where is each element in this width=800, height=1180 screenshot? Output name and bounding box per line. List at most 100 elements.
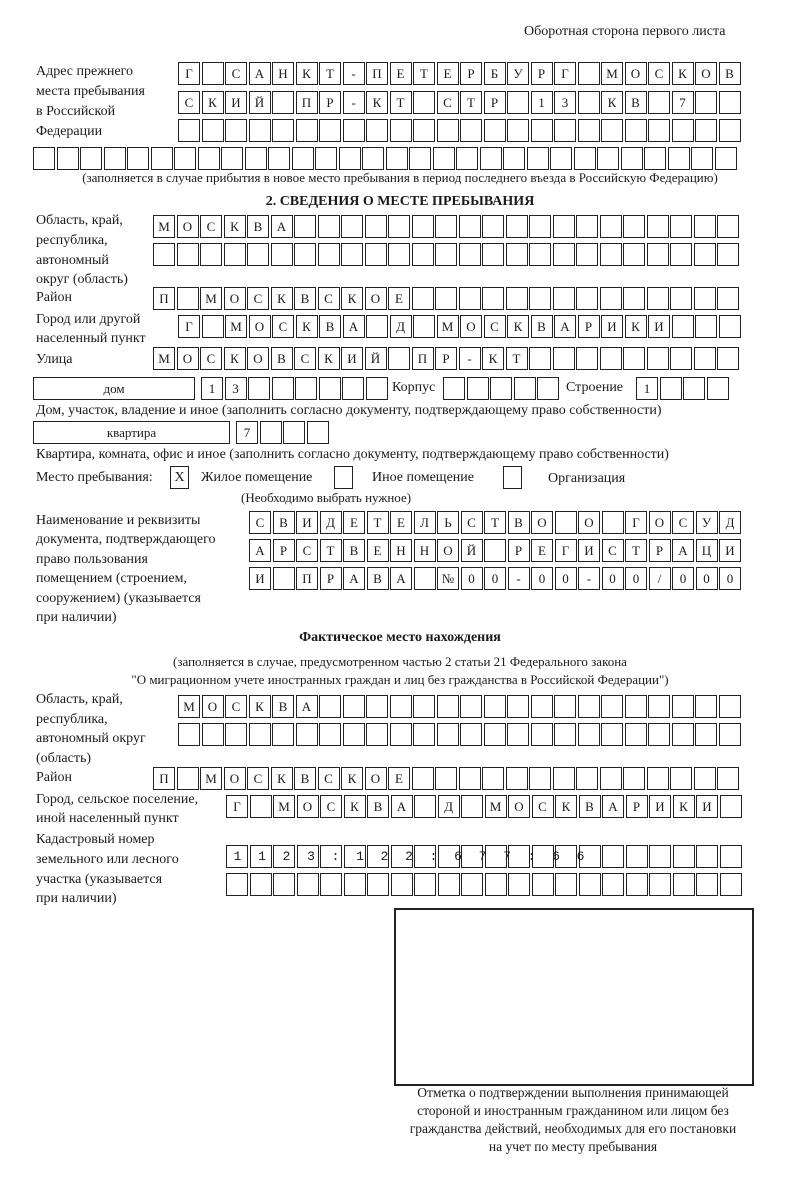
char-cell[interactable] <box>578 845 601 868</box>
char-cell[interactable]: 0 <box>460 567 483 590</box>
char-cell[interactable] <box>508 873 530 896</box>
char-cell[interactable] <box>623 215 645 238</box>
char-cell[interactable]: О <box>648 511 671 534</box>
char-cell[interactable] <box>672 845 695 868</box>
char-cell[interactable] <box>443 377 465 400</box>
char-cell[interactable]: Ц <box>695 539 718 562</box>
char-cell[interactable]: В <box>294 767 316 790</box>
char-cell[interactable] <box>201 315 224 338</box>
char-cell[interactable]: Н <box>272 62 294 85</box>
char-cell[interactable]: О <box>247 347 269 370</box>
char-cell[interactable] <box>366 119 388 142</box>
char-cell[interactable]: С <box>249 511 271 534</box>
char-cell[interactable] <box>273 845 295 868</box>
char-cell[interactable] <box>578 873 601 896</box>
char-cell[interactable] <box>706 377 729 400</box>
char-cell[interactable] <box>505 287 528 310</box>
char-cell[interactable]: Д <box>437 795 460 818</box>
char-cell[interactable] <box>268 147 290 170</box>
char-cell[interactable] <box>601 695 623 718</box>
char-cell[interactable]: 7 <box>236 421 258 444</box>
char-cell[interactable]: А <box>554 315 576 338</box>
char-cell[interactable] <box>435 287 457 310</box>
char-cell[interactable] <box>437 845 460 868</box>
char-cell[interactable] <box>435 215 457 238</box>
char-cell[interactable] <box>599 287 622 310</box>
char-cell[interactable]: О <box>223 767 246 790</box>
char-cell[interactable] <box>537 377 559 400</box>
char-cell[interactable]: О <box>248 315 271 338</box>
char-cell[interactable] <box>296 873 319 896</box>
char-cell[interactable] <box>413 567 436 590</box>
char-cell[interactable] <box>623 243 645 266</box>
char-cell[interactable] <box>550 147 572 170</box>
char-cell[interactable]: Т <box>625 539 647 562</box>
char-cell[interactable]: А <box>602 795 624 818</box>
char-cell[interactable]: П <box>153 287 175 310</box>
char-cell[interactable] <box>601 723 623 746</box>
char-cell[interactable] <box>366 315 388 338</box>
char-cell[interactable] <box>249 845 272 868</box>
char-cell[interactable]: О <box>437 539 459 562</box>
char-cell[interactable] <box>366 695 388 718</box>
char-cell[interactable]: М <box>153 215 175 238</box>
char-cell[interactable] <box>414 873 436 896</box>
char-cell[interactable]: Е <box>388 287 410 310</box>
char-cell[interactable] <box>176 767 199 790</box>
char-cell[interactable]: И <box>648 315 670 338</box>
char-cell[interactable] <box>341 243 363 266</box>
char-cell[interactable]: С <box>225 62 247 85</box>
char-cell[interactable]: О <box>364 287 387 310</box>
char-cell[interactable] <box>343 845 366 868</box>
char-cell[interactable]: Г <box>554 539 577 562</box>
char-cell[interactable] <box>103 147 126 170</box>
char-cell[interactable] <box>291 147 314 170</box>
char-cell[interactable] <box>341 215 363 238</box>
char-cell[interactable]: Р <box>530 62 553 85</box>
char-cell[interactable] <box>390 845 413 868</box>
char-cell[interactable] <box>200 243 222 266</box>
char-cell[interactable] <box>342 377 364 400</box>
char-cell[interactable] <box>693 287 716 310</box>
char-cell[interactable]: К <box>248 695 271 718</box>
char-cell[interactable] <box>414 845 436 868</box>
char-cell[interactable] <box>577 91 600 114</box>
char-cell[interactable] <box>483 119 506 142</box>
char-cell[interactable]: - <box>507 567 530 590</box>
char-cell[interactable]: В <box>294 287 316 310</box>
char-cell[interactable] <box>693 767 716 790</box>
char-cell[interactable] <box>296 845 319 868</box>
char-cell[interactable] <box>484 873 507 896</box>
char-cell[interactable]: Д <box>319 511 342 534</box>
char-cell[interactable]: А <box>390 795 413 818</box>
char-cell[interactable] <box>695 695 717 718</box>
char-cell[interactable]: П <box>296 567 318 590</box>
char-cell[interactable]: Г <box>625 511 647 534</box>
char-cell[interactable]: К <box>341 287 363 310</box>
char-cell[interactable] <box>295 377 317 400</box>
char-cell[interactable] <box>484 845 507 868</box>
char-cell[interactable] <box>508 845 530 868</box>
char-cell[interactable] <box>436 119 459 142</box>
char-cell[interactable] <box>411 243 434 266</box>
char-cell[interactable] <box>295 723 318 746</box>
char-cell[interactable] <box>413 315 435 338</box>
char-cell[interactable] <box>342 723 365 746</box>
char-cell[interactable]: В <box>718 62 741 85</box>
char-cell[interactable]: Е <box>366 539 389 562</box>
char-cell[interactable]: Г <box>554 62 576 85</box>
char-cell[interactable]: - <box>342 62 365 85</box>
char-cell[interactable] <box>529 215 551 238</box>
char-cell[interactable]: К <box>341 767 363 790</box>
char-cell[interactable] <box>226 873 248 896</box>
char-cell[interactable] <box>249 873 272 896</box>
char-cell[interactable]: И <box>578 539 600 562</box>
char-cell[interactable]: К <box>366 91 388 114</box>
char-cell[interactable]: Н <box>413 539 436 562</box>
char-cell[interactable]: Т <box>319 539 342 562</box>
char-cell[interactable]: Т <box>413 62 435 85</box>
char-cell[interactable] <box>270 243 293 266</box>
char-cell[interactable] <box>248 119 271 142</box>
char-cell[interactable] <box>436 723 459 746</box>
char-cell[interactable]: М <box>153 347 175 370</box>
